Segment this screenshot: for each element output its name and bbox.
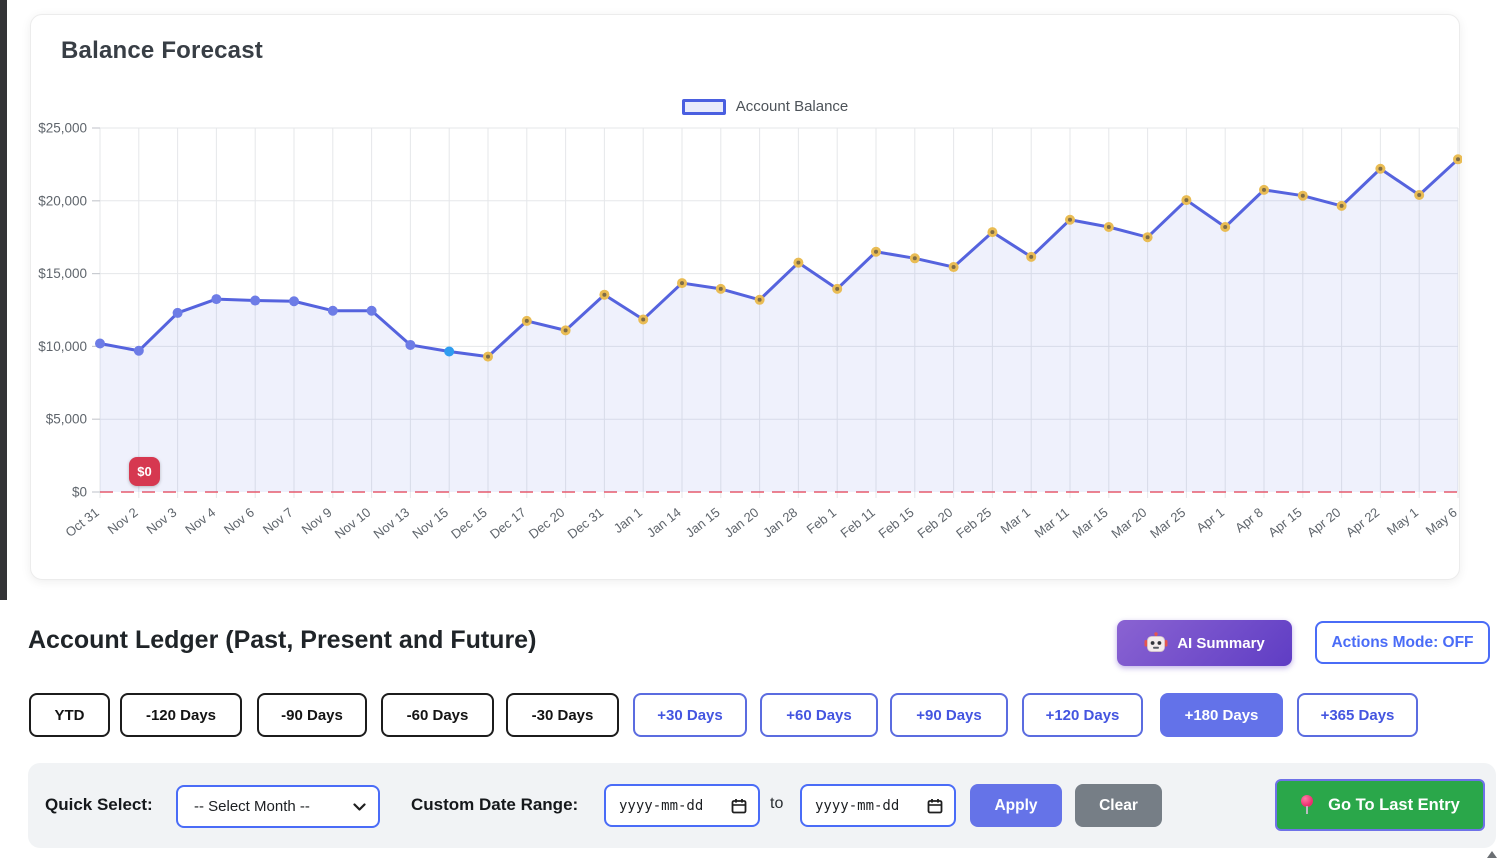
svg-text:Mar 20: Mar 20 [1108,505,1149,542]
svg-text:Jan 28: Jan 28 [760,505,800,541]
svg-text:Mar 15: Mar 15 [1070,505,1111,542]
calendar-icon[interactable] [927,798,943,814]
svg-text:Apr 15: Apr 15 [1265,505,1304,540]
range-button-minus120[interactable]: -120 Days [120,693,242,737]
svg-text:$25,000: $25,000 [38,121,87,136]
chevron-down-icon [353,802,366,811]
svg-text:Jan 14: Jan 14 [644,505,684,541]
svg-text:Nov 9: Nov 9 [299,505,335,538]
go-to-last-entry-button[interactable]: Go To Last Entry [1275,779,1485,831]
svg-text:May 1: May 1 [1384,505,1421,539]
svg-text:Feb 1: Feb 1 [804,505,839,537]
svg-text:Mar 25: Mar 25 [1147,505,1188,542]
balance-chart[interactable]: $25,000 $20,000 $15,000 $10,000 $5,000 $0 Oct … [30,90,1462,590]
zero-balance-badge: $0 [129,457,160,486]
month-select[interactable]: -- Select Month -- [176,785,380,828]
svg-text:Nov 15: Nov 15 [409,505,451,542]
legend-label: Account Balance [735,98,849,115]
range-button-plus120[interactable]: +120 Days [1022,693,1143,737]
svg-text:Dec 15: Dec 15 [448,505,490,542]
svg-text:Jan 15: Jan 15 [683,505,723,541]
to-label: to [770,795,784,812]
svg-text:$0: $0 [72,485,87,500]
window-edge-strip [0,0,7,600]
date-to-input[interactable]: yyyy-mm-dd [800,784,956,827]
range-button-plus30[interactable]: +30 Days [633,693,747,737]
svg-text:Feb 20: Feb 20 [914,505,955,542]
ledger-heading: Account Ledger (Past, Present and Future… [28,626,537,654]
svg-text:Nov 2: Nov 2 [105,505,141,538]
svg-text:Feb 25: Feb 25 [953,505,994,542]
svg-text:May 6: May 6 [1423,505,1460,539]
robot-icon [1144,632,1168,654]
svg-text:Oct 31: Oct 31 [62,505,101,540]
date-from-placeholder: yyyy-mm-dd [619,797,704,814]
range-button-ytd[interactable]: YTD [29,693,110,737]
range-button-plus90[interactable]: +90 Days [890,693,1008,737]
range-button-minus90[interactable]: -90 Days [257,693,367,737]
clear-button[interactable]: Clear [1075,784,1162,827]
range-button-plus60[interactable]: +60 Days [760,693,878,737]
svg-text:Apr 20: Apr 20 [1304,505,1343,540]
svg-text:$5,000: $5,000 [46,412,87,427]
legend-swatch-icon [681,98,726,115]
svg-text:$15,000: $15,000 [38,266,87,281]
ai-summary-button[interactable]: AI Summary [1117,620,1292,666]
svg-text:$20,000: $20,000 [38,193,87,208]
scrollbar-up-arrow[interactable] [1487,851,1497,858]
apply-button[interactable]: Apply [970,784,1062,827]
range-button-minus60[interactable]: -60 Days [381,693,494,737]
svg-text:Dec 31: Dec 31 [565,505,607,542]
range-button-plus180-active[interactable]: +180 Days [1160,693,1283,737]
svg-text:Nov 10: Nov 10 [332,505,374,542]
quick-select-label: Quick Select: [45,795,153,814]
chart-legend[interactable]: Account Balance [30,98,1460,115]
svg-text:$10,000: $10,000 [38,339,87,354]
ai-summary-label: AI Summary [1177,634,1265,652]
svg-text:Apr 22: Apr 22 [1343,505,1382,540]
go-to-last-entry-label: Go To Last Entry [1328,795,1460,814]
svg-text:Dec 17: Dec 17 [487,505,529,542]
svg-text:Apr 8: Apr 8 [1232,505,1266,536]
custom-range-label: Custom Date Range: [411,795,579,814]
calendar-icon[interactable] [731,798,747,814]
date-to-placeholder: yyyy-mm-dd [815,797,900,814]
svg-text:Feb 15: Feb 15 [876,505,917,542]
svg-text:Nov 7: Nov 7 [260,505,296,538]
svg-text:Mar 11: Mar 11 [1031,505,1071,541]
range-button-minus30[interactable]: -30 Days [506,693,619,737]
month-select-value: -- Select Month -- [194,798,310,815]
svg-text:Mar 1: Mar 1 [998,505,1033,537]
svg-text:Nov 6: Nov 6 [221,505,257,538]
svg-text:Dec 20: Dec 20 [526,505,568,542]
svg-text:Jan 1: Jan 1 [611,505,645,536]
svg-text:Nov 13: Nov 13 [371,505,413,542]
svg-text:Nov 3: Nov 3 [143,505,179,538]
pushpin-icon [1300,795,1314,815]
svg-text:Nov 4: Nov 4 [182,505,218,538]
svg-text:Apr 1: Apr 1 [1193,505,1227,536]
date-from-input[interactable]: yyyy-mm-dd [604,784,760,827]
svg-text:Feb 11: Feb 11 [837,505,877,541]
actions-mode-toggle[interactable]: Actions Mode: OFF [1315,621,1490,664]
svg-text:Jan 20: Jan 20 [721,505,761,541]
range-button-plus365[interactable]: +365 Days [1297,693,1418,737]
chart-title: Balance Forecast [61,37,263,64]
